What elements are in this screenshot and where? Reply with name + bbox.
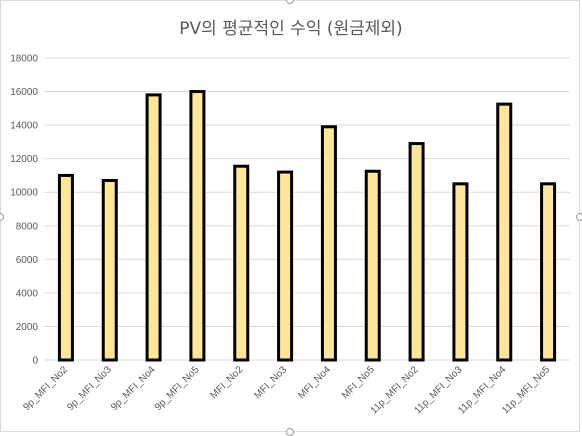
x-tick-label: MFI_No5 (340, 364, 377, 401)
gridlines (44, 57, 570, 361)
bar (452, 182, 469, 362)
bar (364, 169, 381, 362)
y-tick-label: 2000 (16, 322, 39, 333)
y-tick-label: 4000 (16, 288, 39, 299)
bar (145, 93, 162, 362)
x-tick-label: MFI_No4 (296, 364, 333, 401)
y-tick-label: 8000 (16, 221, 39, 232)
bar (540, 182, 557, 362)
y-tick-label: 0 (32, 356, 38, 367)
y-tick-label: 10000 (10, 188, 38, 199)
x-tick-label: 9p_MFI_No2 (21, 364, 70, 413)
bars (57, 90, 557, 362)
chart-title: PV의 평균적인 수익 (원금제외) (179, 19, 402, 39)
resize-handle-right[interactable] (576, 213, 582, 221)
x-tick-label: 9p_MFI_No3 (65, 364, 114, 413)
y-axis-tick-labels: 0 2000 4000 6000 8000 10000 12000 14000 16000 180… (10, 54, 38, 367)
x-tick-label: 9p_MFI_No4 (109, 364, 158, 413)
bar (233, 164, 250, 362)
y-tick-label: 18000 (10, 54, 38, 65)
bar (408, 142, 425, 362)
x-tick-label: MFI_No3 (252, 364, 289, 401)
bar (496, 102, 513, 362)
x-tick-label: MFI_No2 (209, 364, 246, 401)
bar (320, 125, 337, 362)
y-tick-label: 16000 (10, 87, 38, 98)
bar (101, 178, 118, 362)
bar (189, 90, 206, 362)
y-tick-label: 6000 (16, 255, 39, 266)
bar (57, 173, 74, 362)
bar (277, 170, 294, 362)
y-tick-label: 12000 (10, 154, 38, 165)
y-tick-label: 14000 (10, 121, 38, 132)
x-tick-label: 9p_MFI_No5 (153, 364, 202, 413)
x-axis-tick-labels: 9p_MFI_No29p_MFI_No39p_MFI_No49p_MFI_No5… (21, 364, 552, 416)
